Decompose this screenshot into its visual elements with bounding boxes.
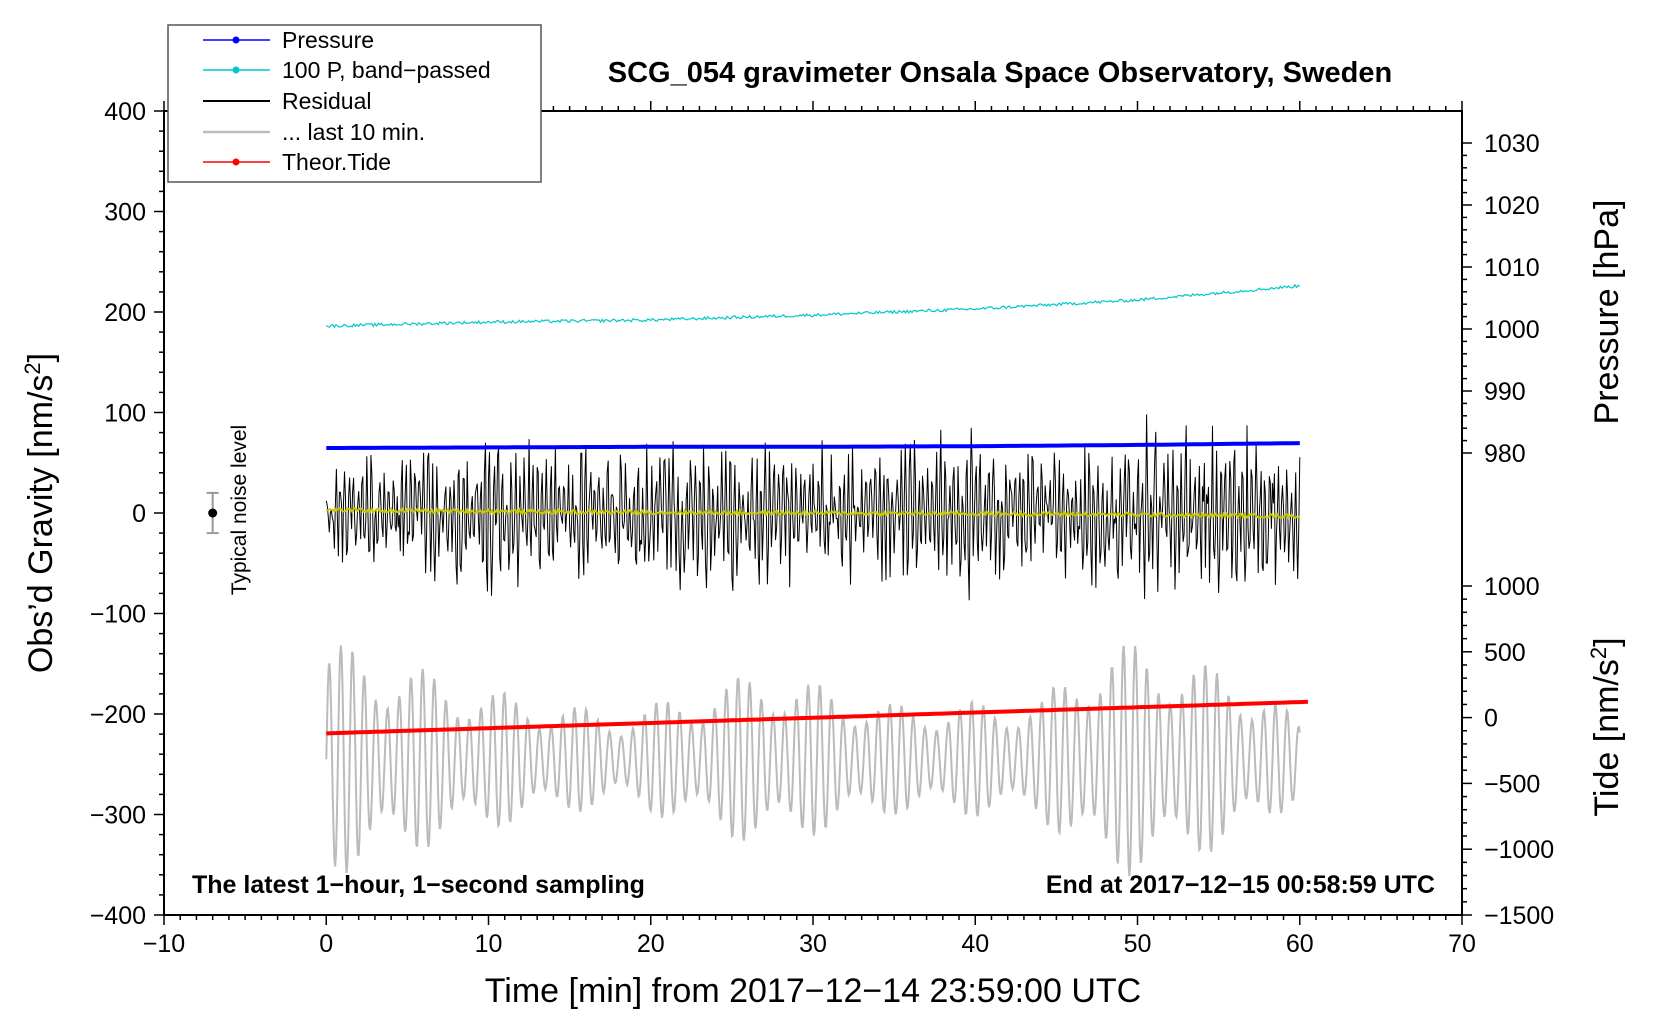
noise-level-label: Typical noise level: [228, 425, 251, 595]
pressure-tick-label: 980: [1484, 440, 1526, 468]
left-axis-title: Obs’d Gravity [nm/s2]: [20, 353, 60, 673]
tide-axis-title: Tide [nm/s2]: [1586, 637, 1626, 816]
legend-label-tide: Theor.Tide: [282, 149, 391, 175]
x-tick-label: 20: [637, 930, 665, 958]
tide-tick-label: −1500: [1484, 902, 1554, 930]
x-tick-label: 30: [799, 930, 827, 958]
series-residual-smoothed: [326, 506, 1301, 520]
series-theoretical-tide: [326, 699, 1308, 736]
x-tick-label: −10: [143, 930, 185, 958]
x-tick-label: 50: [1124, 930, 1152, 958]
left-y-tick-label: −400: [90, 902, 146, 930]
legend: Pressure 100 P, band−passed Residual ...…: [167, 24, 542, 183]
legend-label-pressure: Pressure: [282, 27, 374, 53]
pressure-tick-label: 1020: [1484, 192, 1540, 220]
x-tick-label: 40: [961, 930, 989, 958]
pressure-axis-title: Pressure [hPa]: [1588, 200, 1626, 425]
pressure-tick-label: 1010: [1484, 254, 1540, 282]
legend-marker-pressure: [232, 36, 240, 44]
left-y-tick-label: −300: [90, 802, 146, 830]
series-layer: [325, 283, 1308, 877]
left-y-tick-label: −100: [90, 601, 146, 629]
tide-tick-label: 0: [1484, 705, 1498, 733]
left-y-tick-label: 100: [104, 400, 146, 428]
series-pressure: [326, 441, 1300, 450]
series-pressure-bandpassed: [325, 283, 1301, 329]
left-y-tick-label: −200: [90, 701, 146, 729]
series-residual: [325, 414, 1301, 601]
legend-box: [167, 24, 542, 183]
tide-tick-label: 500: [1484, 639, 1526, 667]
x-tick-label: 70: [1448, 930, 1476, 958]
x-tick-label: 60: [1286, 930, 1314, 958]
pressure-tick-label: 1000: [1484, 316, 1540, 344]
left-y-tick-label: 200: [104, 299, 146, 327]
x-axis-title: Time [min] from 2017−12−14 23:59:00 UTC: [485, 972, 1141, 1010]
series-last-10-min: [325, 645, 1301, 877]
left-y-tick-label: 300: [104, 199, 146, 227]
left-y-tick-label: 0: [132, 500, 146, 528]
axis-layer: −10 0 10 20 30 40 50 60 704003002001000−100−200−…: [90, 98, 1555, 958]
left-y-tick-label: 400: [104, 98, 146, 126]
sampling-note: The latest 1−hour, 1−second sampling: [192, 871, 645, 899]
tide-tick-label: −1000: [1484, 836, 1554, 864]
pressure-tick-label: 1030: [1484, 130, 1540, 158]
legend-label-bandpassed: 100 P, band−passed: [282, 57, 491, 83]
tide-tick-label: 1000: [1484, 573, 1540, 601]
end-time-note: End at 2017−12−15 00:58:59 UTC: [1046, 871, 1435, 899]
legend-marker-bandpassed: [232, 66, 240, 74]
chart-title: SCG_054 gravimeter Onsala Space Observat…: [608, 57, 1392, 89]
pressure-tick-label: 990: [1484, 378, 1526, 406]
legend-label-last10: ... last 10 min.: [282, 119, 425, 145]
x-tick-label: 10: [475, 930, 503, 958]
tide-tick-label: −500: [1484, 770, 1540, 798]
legend-marker-tide: [232, 158, 240, 166]
noise-level-marker: Typical noise level: [206, 425, 251, 595]
x-tick-label: 0: [319, 930, 333, 958]
legend-label-residual: Residual: [282, 88, 372, 114]
noise-level-dot: [208, 508, 218, 518]
